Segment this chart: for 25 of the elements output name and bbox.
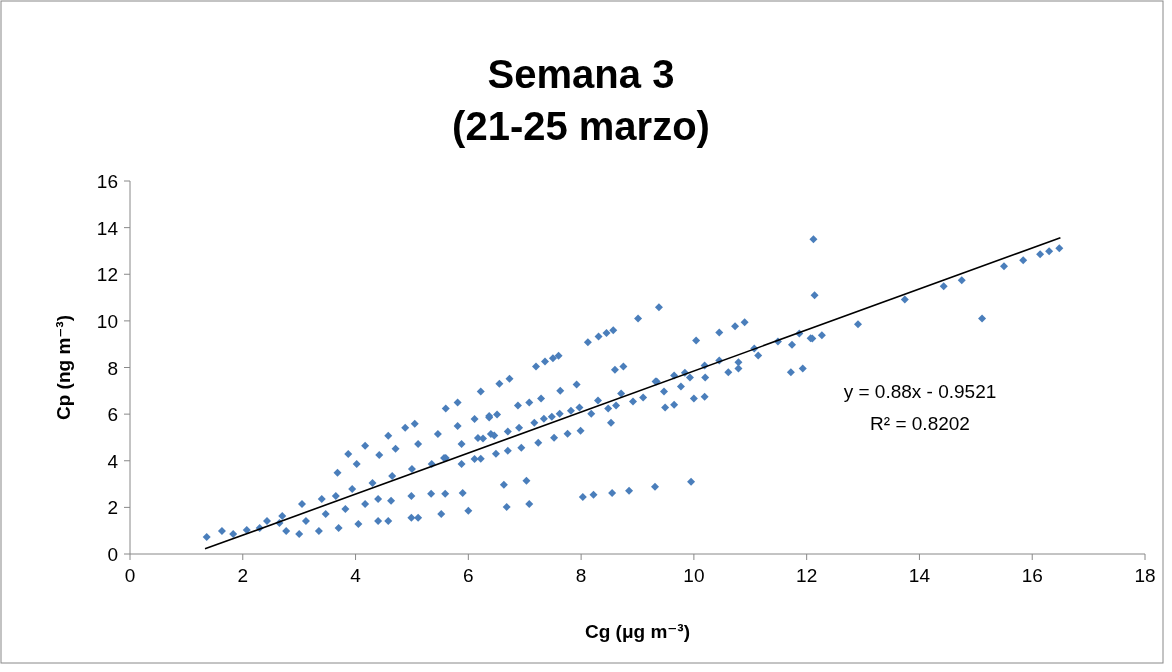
x-tick-label: 2: [237, 565, 249, 586]
x-tick-label: 18: [1134, 565, 1156, 586]
x-tick-label: 12: [796, 565, 818, 586]
x-tick-label: 6: [463, 565, 474, 586]
x-tick-label: 14: [908, 565, 931, 586]
x-axis-title: Cg (μg m⁻³): [584, 621, 691, 642]
chart-subtitle: (21-25 marzo): [452, 104, 710, 148]
y-tick-label: 14: [96, 217, 119, 239]
chart-title: Semana 3: [487, 52, 675, 96]
annotation: R² = 0.8202: [870, 413, 970, 434]
y-axis-title: Cp (ng m⁻³): [53, 314, 74, 421]
x-tick-label: 10: [683, 565, 705, 586]
x-tick-label: 0: [124, 565, 136, 586]
y-tick-label: 10: [96, 310, 118, 332]
x-tick-label: 16: [1021, 565, 1043, 586]
y-tick-label: 12: [96, 264, 118, 286]
x-tick-label: 4: [350, 565, 362, 586]
x-tick-label: 8: [575, 565, 587, 586]
y-tick-label: 2: [107, 497, 118, 519]
annotation: y = 0.88x - 0.9521: [843, 381, 997, 402]
y-tick-label: 4: [107, 450, 119, 472]
y-tick-label: 8: [107, 357, 118, 379]
y-tick-label: 6: [107, 404, 118, 426]
y-tick-label: 16: [96, 171, 118, 192]
y-tick-label: 0: [107, 544, 118, 565]
